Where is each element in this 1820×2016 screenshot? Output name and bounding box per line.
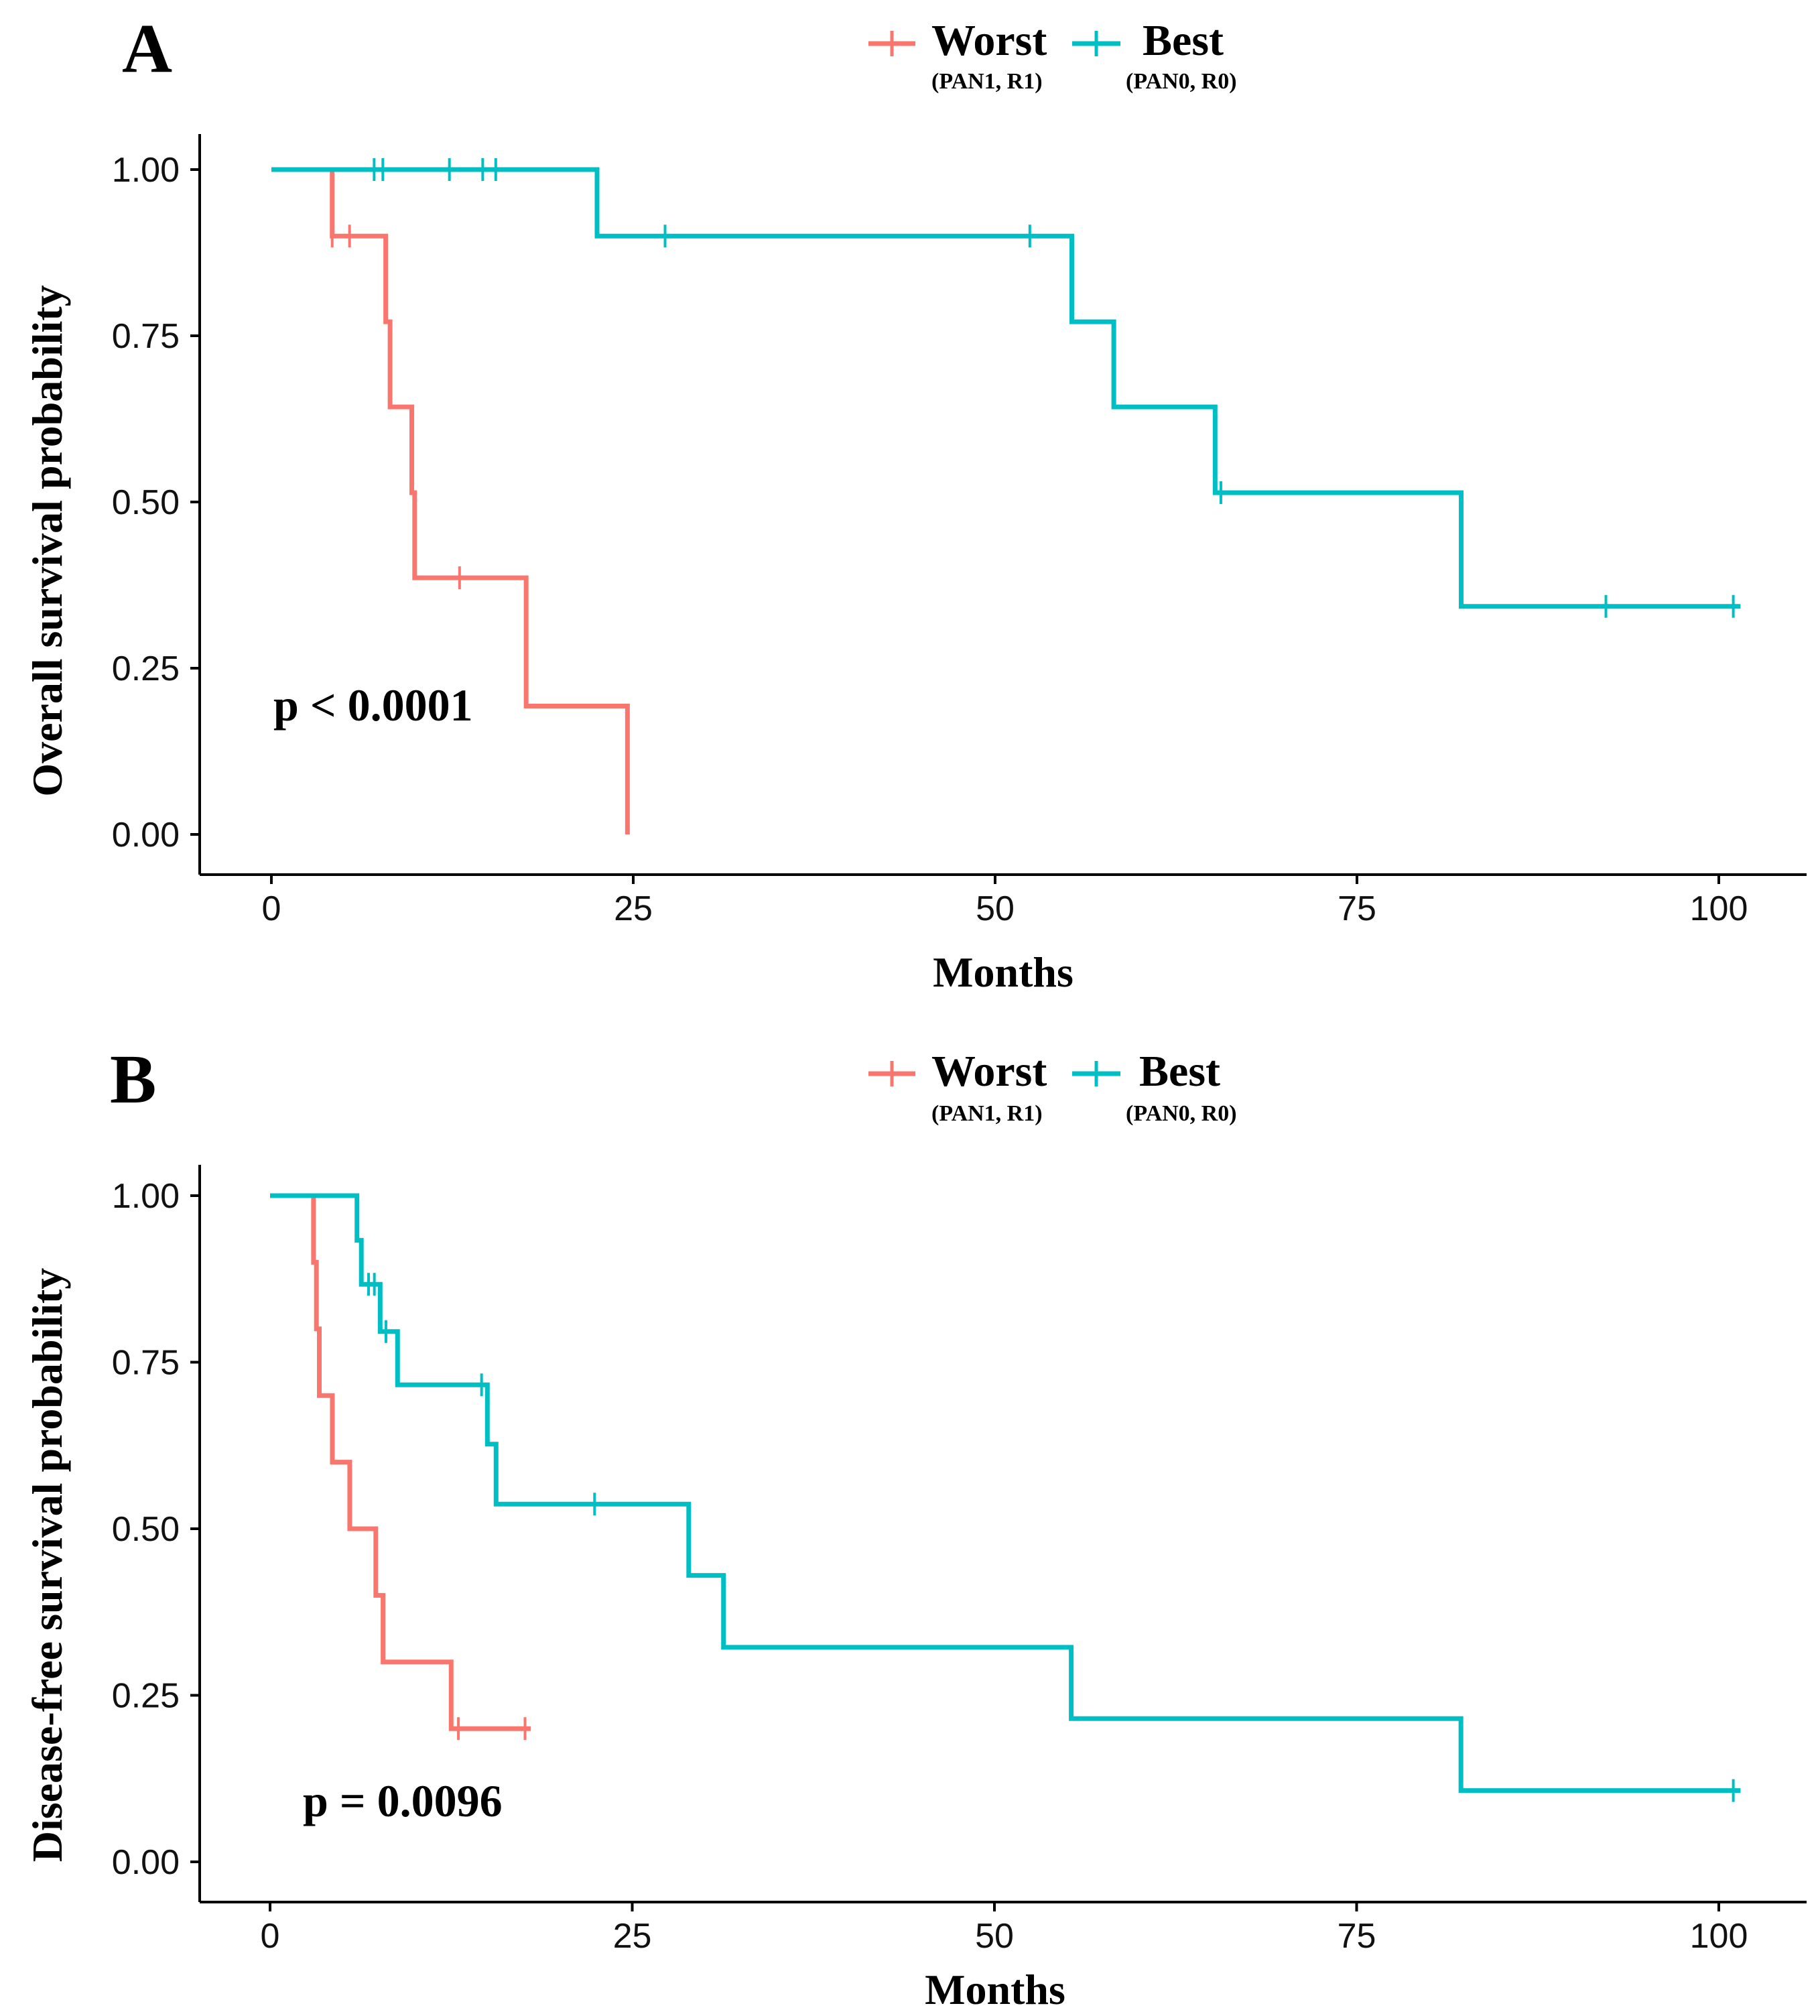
x-tick-label: 100 (1690, 1917, 1748, 1956)
legend-best-key (1072, 31, 1120, 56)
panel-a-p-value: p < 0.0001 (273, 680, 473, 731)
y-tick-label: 0.75 (112, 317, 180, 356)
survival-curve-best (271, 167, 1741, 609)
x-tick-label: 0 (261, 1917, 280, 1956)
panel-b-p-value: p = 0.0096 (303, 1775, 503, 1826)
panel-b-y-title: Disease-free survival probability (23, 1268, 71, 1862)
legend-best-label: Best (1139, 1047, 1220, 1096)
legend-worst-key (868, 31, 915, 56)
panel-a-ticks: 0 25 50 75 100 0.00 0.25 0.50 0.75 1.00 (112, 151, 1748, 928)
panel-b-curves (270, 1193, 1741, 1802)
panel-b-legend: Worst (PAN1, R1) Best (PAN0, R0) (868, 1047, 1237, 1126)
legend-best-key (1072, 1061, 1120, 1086)
legend-worst-sublabel: (PAN1, R1) (931, 1101, 1043, 1126)
panel-b: B Worst (PAN1, R1) Best (PAN0, R0) 0 25 50… (23, 1041, 1807, 2013)
panel-a-y-title: Overall survival probability (23, 285, 71, 796)
x-tick-label: 0 (262, 889, 281, 928)
panel-a: A Worst (PAN1, R1) Best (PAN0, R0) 0 25 50… (23, 10, 1807, 996)
y-tick-label: 0.50 (112, 483, 180, 522)
y-tick-label: 0.00 (112, 1843, 180, 1882)
legend-worst-label: Worst (931, 16, 1047, 65)
legend-worst-label: Worst (931, 1047, 1047, 1096)
y-tick-label: 1.00 (112, 151, 180, 190)
y-tick-label: 0.25 (112, 1677, 180, 1716)
panel-b-x-title: Months (925, 1966, 1065, 2013)
legend-best-sublabel: (PAN0, R0) (1126, 69, 1237, 94)
survival-curve-worst (271, 167, 630, 834)
panel-a-curves (271, 158, 1741, 834)
x-tick-label: 75 (1338, 1917, 1376, 1956)
panel-a-letter: A (122, 10, 172, 87)
y-tick-label: 0.50 (112, 1510, 180, 1549)
panel-a-plot: 0 25 50 75 100 0.00 0.25 0.50 0.75 1.00 p < 0.000… (112, 134, 1807, 928)
panel-b-letter: B (110, 1041, 156, 1118)
x-tick-label: 100 (1690, 889, 1748, 928)
survival-curve-best (270, 1193, 1741, 1793)
x-tick-label: 50 (976, 889, 1015, 928)
legend-best-label: Best (1143, 16, 1224, 65)
panel-b-ticks: 0 25 50 75 100 0.00 0.25 0.50 0.75 1.00 (112, 1177, 1748, 1956)
x-tick-label: 25 (613, 1917, 652, 1956)
legend-worst-key (868, 1061, 915, 1086)
legend-worst-sublabel: (PAN1, R1) (931, 69, 1043, 94)
y-tick-label: 0.00 (112, 816, 180, 855)
panel-b-plot: 0 25 50 75 100 0.00 0.25 0.50 0.75 1.00 p = 0.009… (112, 1165, 1807, 1956)
y-tick-label: 0.75 (112, 1344, 180, 1383)
legend-best-sublabel: (PAN0, R0) (1126, 1101, 1237, 1126)
y-tick-label: 0.25 (112, 649, 180, 688)
x-tick-label: 75 (1338, 889, 1376, 928)
survival-curve-worst (270, 1193, 531, 1731)
panel-a-x-title: Months (933, 948, 1074, 996)
y-tick-label: 1.00 (112, 1177, 180, 1216)
x-tick-label: 50 (975, 1917, 1014, 1956)
panel-a-legend: Worst (PAN1, R1) Best (PAN0, R0) (868, 16, 1237, 94)
x-tick-label: 25 (614, 889, 653, 928)
